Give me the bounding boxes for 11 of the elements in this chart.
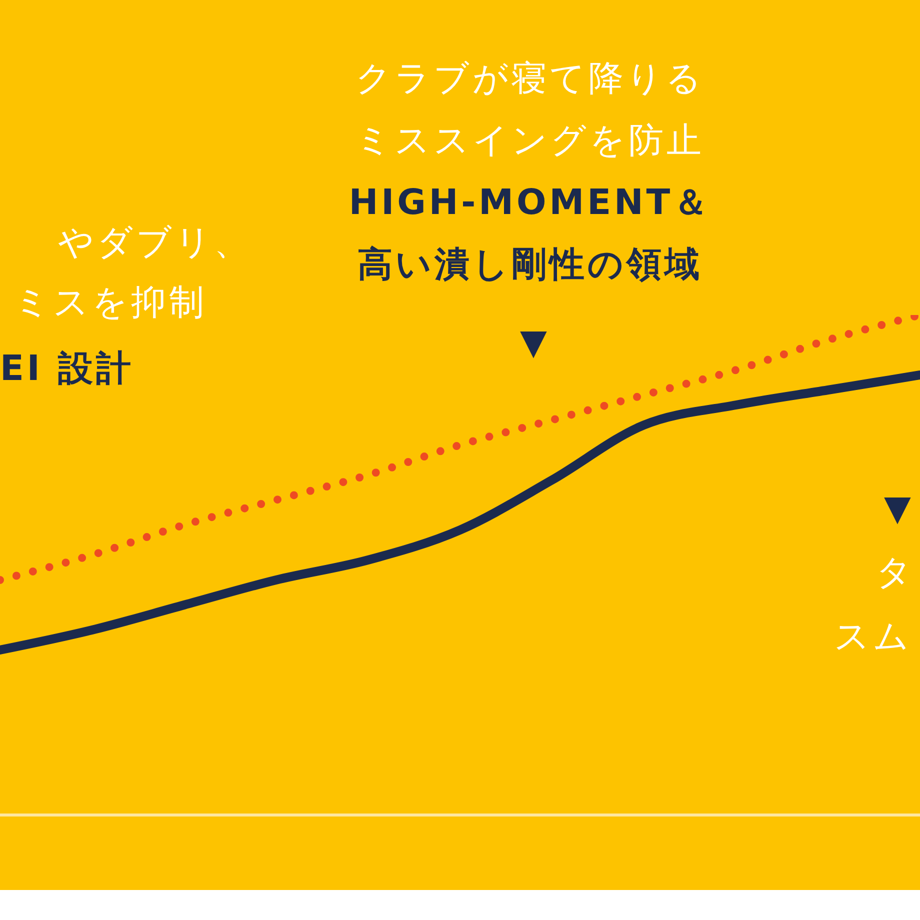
annotation: ▼ [883, 488, 915, 531]
annotation: ▼ [519, 322, 551, 365]
text: 高い潰し剛性の領域 [356, 244, 704, 287]
text: HIGH-MOMENT＆ [348, 182, 712, 225]
annotation: タ [876, 552, 916, 595]
annotation: EI 設計 [0, 348, 136, 391]
annotation: ミスを抑制 [14, 282, 208, 325]
annotation: スム [834, 616, 913, 659]
text: ミススイングを防止 [354, 120, 706, 163]
text: クラブが寝て降りる [354, 58, 706, 101]
text: やダブリ、 [58, 222, 253, 265]
